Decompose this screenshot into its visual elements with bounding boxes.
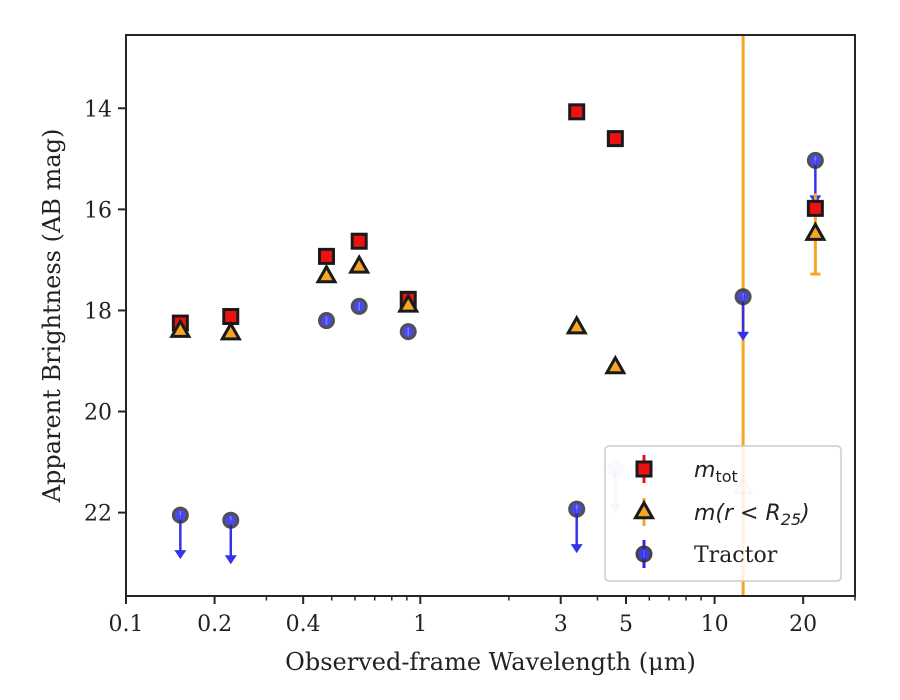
mtot-point-6	[606, 130, 624, 148]
legend-mr25-end: )	[799, 501, 810, 526]
legend-mr25-marker	[632, 499, 656, 520]
mr25-point-8	[804, 221, 827, 241]
y-tick-label-1: 16	[84, 198, 112, 223]
mtot-point-2	[317, 247, 335, 265]
tractor-limit-arrow-5-head	[570, 544, 583, 554]
legend-mr25-main: m(r < R	[694, 501, 781, 526]
x-tick-label-6: 10	[701, 612, 729, 637]
x-tick-label-0: 0.1	[109, 612, 144, 637]
tractor-limit-arrow-0-head	[174, 550, 187, 560]
tractor-limit-arrow-7-head	[737, 331, 750, 341]
x-axis-label: Observed-frame Wavelength (μm)	[285, 648, 696, 676]
y-tick-label-2: 18	[84, 299, 112, 324]
legend-mtot-label: mtot	[694, 458, 738, 486]
mtot-point-5	[568, 103, 586, 121]
plot-frame	[125, 34, 856, 597]
x-tick-label-3: 1	[413, 612, 427, 637]
mtot-point-7	[806, 199, 824, 217]
y-tick-label-4: 22	[84, 502, 112, 527]
mr25-point-4	[397, 293, 420, 313]
legend-mtot-marker	[635, 460, 653, 478]
mr25-point-0	[169, 318, 192, 338]
x-tick-label-1: 0.2	[197, 612, 232, 637]
mr25-point-6	[604, 354, 627, 375]
x-tick-label-5: 5	[619, 612, 633, 637]
tractor-point-0	[171, 506, 189, 524]
legend-mtot-sub: tot	[715, 467, 737, 486]
legend-box	[604, 445, 842, 582]
mr25-point-5	[565, 314, 588, 335]
legend-tractor-marker	[635, 545, 653, 563]
mtot-point-3	[350, 232, 368, 250]
tractor-point-8	[806, 151, 824, 169]
legend-tractor-label: Tractor	[694, 543, 778, 568]
mr25-point-2	[315, 263, 338, 284]
mr25-point-3	[348, 254, 371, 274]
y-axis-label: Apparent Brightness (AB mag)	[38, 129, 66, 504]
x-tick-label-2: 0.4	[286, 612, 321, 637]
tractor-limit-arrow-1-head	[224, 555, 237, 565]
tractor-point-4	[399, 323, 417, 341]
x-tick-label-7: 20	[789, 612, 817, 637]
tractor-point-3	[350, 297, 368, 315]
legend-mr25-sub: 25	[781, 510, 801, 529]
y-tick-label-0: 14	[84, 97, 112, 122]
legend-mr25-label: m(r < R25)	[694, 501, 810, 529]
tractor-point-2	[317, 312, 335, 330]
tractor-point-7	[734, 288, 752, 306]
mr25-point-1	[219, 320, 242, 341]
tractor-point-1	[222, 511, 240, 529]
y-tick-label-3: 20	[84, 401, 112, 426]
legend-mtot-main: m	[694, 458, 715, 483]
tractor-point-5	[568, 500, 586, 518]
x-tick-label-4: 3	[554, 612, 568, 637]
